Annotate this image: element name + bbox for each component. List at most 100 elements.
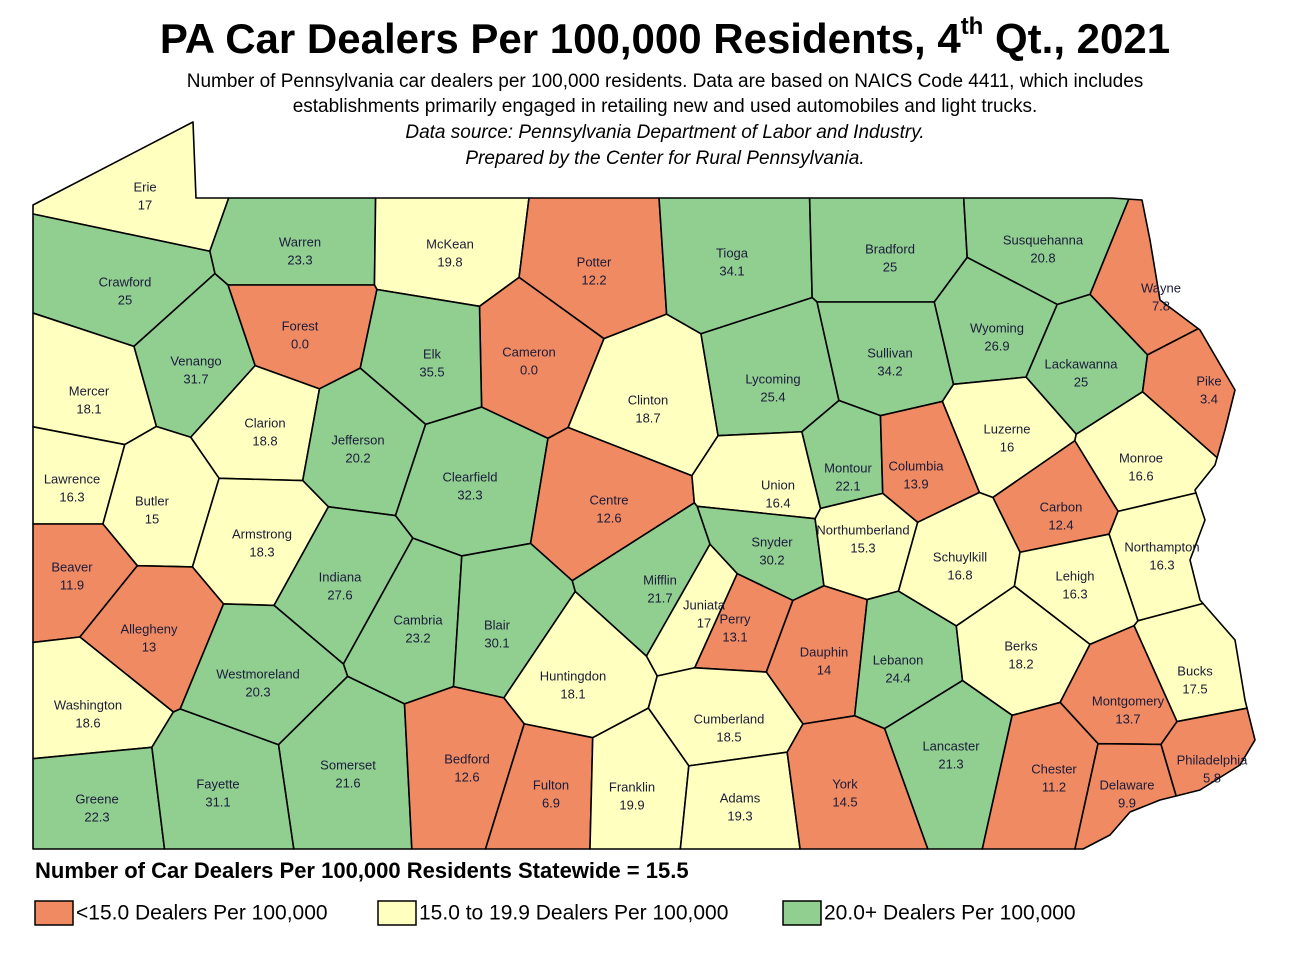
county-name: Elk xyxy=(423,346,442,361)
county-value: 16.8 xyxy=(947,567,972,582)
county-value: 34.1 xyxy=(719,263,744,278)
county-value: 7.8 xyxy=(1152,298,1170,313)
county-name: Union xyxy=(761,477,795,492)
county-value: 25 xyxy=(1074,374,1088,389)
county-name: Delaware xyxy=(1100,777,1155,792)
county xyxy=(1074,742,1177,850)
title-rest: Qt., 2021 xyxy=(983,15,1170,62)
county-value: 3.4 xyxy=(1200,391,1218,406)
county-name: Wyoming xyxy=(970,320,1024,335)
county-value: 25 xyxy=(118,292,132,307)
county-value: 18.1 xyxy=(560,686,585,701)
county-name: Carbon xyxy=(1040,499,1083,514)
county-name: Butler xyxy=(135,493,170,508)
county xyxy=(786,714,929,850)
county-name: Clinton xyxy=(628,392,668,407)
title: PA Car Dealers Per 100,000 Residents, 4t… xyxy=(160,13,1170,62)
county-value: 16 xyxy=(1000,439,1014,454)
county-value: 13.7 xyxy=(1115,711,1140,726)
county-name: Cambria xyxy=(393,612,443,627)
county-value: 18.3 xyxy=(249,544,274,559)
county-value: 16.3 xyxy=(1149,557,1174,572)
county-name: Juniata xyxy=(683,597,726,612)
county-value: 21.6 xyxy=(335,775,360,790)
county-name: Lackawanna xyxy=(1045,356,1119,371)
legend-swatch xyxy=(34,900,74,926)
county-value: 19.8 xyxy=(437,254,462,269)
county-value: 18.5 xyxy=(716,729,741,744)
county-name: Lancaster xyxy=(922,738,980,753)
county-name: Snyder xyxy=(751,534,793,549)
county-value: 31.1 xyxy=(205,794,230,809)
county-name: Mercer xyxy=(69,383,110,398)
county-value: 20.2 xyxy=(345,450,370,465)
county-name: Lawrence xyxy=(44,471,100,486)
county-value: 20.8 xyxy=(1030,250,1055,265)
county-value: 16.4 xyxy=(765,495,790,510)
county-name: Cameron xyxy=(502,344,555,359)
county-value: 12.6 xyxy=(596,510,621,525)
county-value: 17.5 xyxy=(1182,681,1207,696)
county-value: 18.8 xyxy=(252,433,277,448)
county-value: 15 xyxy=(145,511,159,526)
county-value: 22.1 xyxy=(835,478,860,493)
county-value: 26.9 xyxy=(984,338,1009,353)
county-value: 16.6 xyxy=(1128,468,1153,483)
legend-swatch xyxy=(377,900,417,926)
county-name: Fulton xyxy=(533,777,569,792)
county-value: 21.3 xyxy=(938,756,963,771)
county-value: 34.2 xyxy=(877,363,902,378)
county-name: Jefferson xyxy=(331,432,384,447)
county-value: 9.9 xyxy=(1118,795,1136,810)
title-superscript: th xyxy=(961,13,984,40)
subtitle: establishments primarily engaged in reta… xyxy=(293,96,1038,117)
county-name: Montgomery xyxy=(1092,693,1165,708)
county-name: Centre xyxy=(589,492,628,507)
county-name: Lycoming xyxy=(745,371,800,386)
county-name: McKean xyxy=(426,236,474,251)
county-value: 18.2 xyxy=(1008,656,1033,671)
county-name: Indiana xyxy=(319,569,362,584)
county-value: 19.9 xyxy=(619,797,644,812)
county-value: 16.3 xyxy=(1062,586,1087,601)
county-name: Chester xyxy=(1031,761,1077,776)
county-name: Montour xyxy=(824,460,872,475)
county-value: 25.4 xyxy=(760,389,785,404)
county-name: Allegheny xyxy=(120,621,178,636)
county-value: 13.9 xyxy=(903,476,928,491)
county-name: Lehigh xyxy=(1055,568,1094,583)
title-main: PA Car Dealers Per 100,000 Residents, 4 xyxy=(160,15,961,62)
county-name: Beaver xyxy=(51,559,93,574)
legend-swatch xyxy=(782,900,822,926)
county-name: Washington xyxy=(54,697,122,712)
county-labels: Erie 17 Warren 23.3 McKean 19.8 Potter 12.2 Tiog… xyxy=(44,179,1248,824)
county-value: 30.2 xyxy=(759,552,784,567)
county-value: 22.3 xyxy=(84,809,109,824)
county xyxy=(1160,707,1256,797)
county-name: Bradford xyxy=(865,241,915,256)
county-value: 25 xyxy=(883,259,897,274)
county-value: 19.3 xyxy=(727,808,752,823)
county-name: Mifflin xyxy=(643,572,677,587)
county-value: 24.4 xyxy=(885,670,910,685)
county-name: Bedford xyxy=(444,751,490,766)
county xyxy=(151,708,295,850)
legend-label: 20.0+ Dealers Per 100,000 xyxy=(824,902,1076,925)
county-value: 32.3 xyxy=(457,487,482,502)
county-value: 27.6 xyxy=(327,587,352,602)
county xyxy=(1141,327,1236,459)
county-value: 11.9 xyxy=(60,577,84,592)
county-name: Clearfield xyxy=(443,469,498,484)
county-value: 31.7 xyxy=(183,371,208,386)
county-name: Franklin xyxy=(609,779,655,794)
county-name: Lebanon xyxy=(873,652,924,667)
county-value: 21.7 xyxy=(647,590,672,605)
subtitle: Number of Pennsylvania car dealers per 1… xyxy=(187,71,1144,92)
legend: <15.0 Dealers Per 100,000 15.0 to 19.9 De… xyxy=(34,900,1076,926)
county-name: Fayette xyxy=(196,776,239,791)
county-value: 17 xyxy=(138,197,152,212)
county-value: 0.0 xyxy=(520,362,538,377)
county-name: Adams xyxy=(720,790,761,805)
county-map xyxy=(32,121,1256,850)
